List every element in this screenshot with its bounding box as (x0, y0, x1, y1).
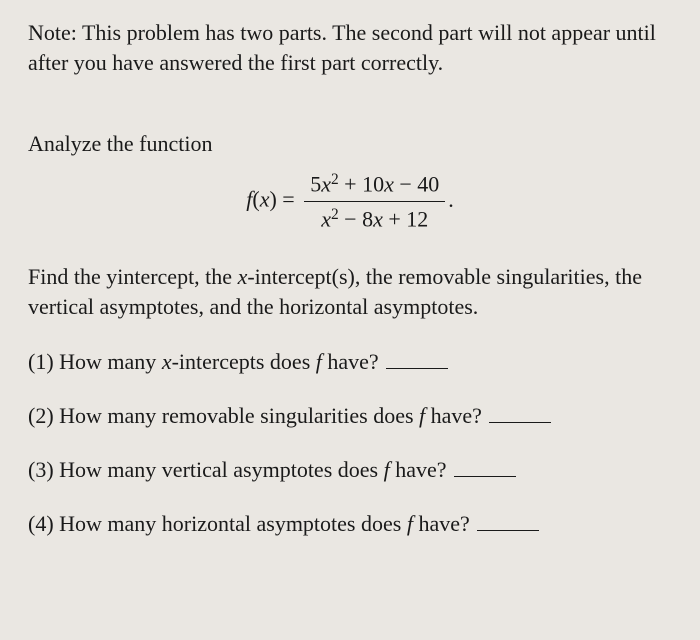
note-paragraph: Note: This problem has two parts. The se… (28, 18, 672, 77)
equation-lhs-fn: f (246, 187, 252, 212)
equation-lhs-var: x (260, 187, 270, 212)
equation-denominator: x2 − 8x + 12 (304, 202, 445, 234)
answer-blank-4[interactable] (477, 513, 539, 531)
answer-blank-3[interactable] (454, 459, 516, 477)
answer-blank-2[interactable] (489, 406, 551, 424)
question-1: (1) How many x-intercepts does f have? (28, 347, 672, 377)
equation-numerator: 5x2 + 10x − 40 (304, 169, 445, 202)
analyze-label: Analyze the function (28, 129, 672, 159)
question-3: (3) How many vertical asymptotes does f … (28, 455, 672, 485)
answer-blank-1[interactable] (386, 352, 448, 370)
question-4: (4) How many horizontal asymptotes does … (28, 509, 672, 539)
question-2: (2) How many removable singularities doe… (28, 401, 672, 431)
function-equation: f(x) = 5x2 + 10x − 40 x2 − 8x + 12 . (28, 169, 672, 234)
prompt-paragraph: Find the yintercept, the x-intercept(s),… (28, 262, 672, 321)
